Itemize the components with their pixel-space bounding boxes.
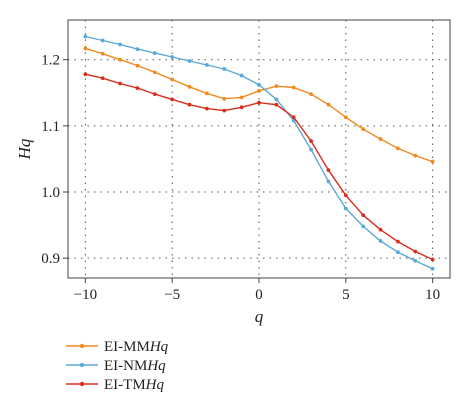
y-tick-label: 1.1 xyxy=(41,119,60,135)
y-tick-label: 1.0 xyxy=(41,185,60,201)
y-tick-label: 0.9 xyxy=(41,251,60,267)
plot-frame xyxy=(67,19,451,279)
data-point xyxy=(309,139,313,143)
data-point xyxy=(152,51,157,55)
data-point xyxy=(83,46,88,51)
data-point xyxy=(239,73,244,78)
data-point xyxy=(257,82,261,87)
data-point xyxy=(413,153,418,158)
data-point xyxy=(257,88,261,93)
data-point xyxy=(100,51,105,56)
data-point xyxy=(343,206,348,211)
data-point xyxy=(222,67,227,71)
series-3 xyxy=(83,72,435,262)
data-point xyxy=(187,59,192,63)
grid xyxy=(68,20,450,278)
legend-item: EI-TMHq xyxy=(66,377,164,393)
x-axis-label: q xyxy=(255,307,264,326)
x-tick-label: 5 xyxy=(342,287,350,303)
data-point xyxy=(83,34,88,39)
data-point xyxy=(430,257,435,262)
data-point xyxy=(239,105,244,110)
data-point xyxy=(378,227,383,232)
data-point xyxy=(222,108,227,113)
data-point xyxy=(205,91,209,96)
data-point xyxy=(152,70,157,75)
data-point xyxy=(361,224,366,229)
x-tick-label: 0 xyxy=(255,287,263,303)
data-point xyxy=(274,97,279,102)
legend-swatch-marker xyxy=(79,343,85,349)
series-2 xyxy=(83,34,435,271)
data-point xyxy=(413,249,418,254)
legend: EI-MMHq EI-NMHq EI-TMHq xyxy=(66,339,169,393)
data-point xyxy=(361,213,366,218)
data-point xyxy=(291,115,296,120)
data-point xyxy=(205,63,209,67)
data-point xyxy=(170,77,175,82)
data-point xyxy=(187,102,192,107)
series-line xyxy=(85,35,433,270)
data-point xyxy=(343,115,348,120)
data-point xyxy=(100,38,105,43)
data-point xyxy=(152,92,157,96)
data-point xyxy=(396,239,400,244)
data-point xyxy=(378,239,383,243)
data-point xyxy=(413,258,418,263)
data-point xyxy=(100,76,105,81)
data-point xyxy=(274,84,279,89)
data-point xyxy=(309,92,313,96)
data-point xyxy=(291,85,296,90)
y-axis-label: Hq xyxy=(15,138,34,160)
data-point xyxy=(205,106,209,111)
x-tick-label: −5 xyxy=(164,287,180,303)
data-point xyxy=(83,72,88,77)
series xyxy=(83,34,435,271)
data-point xyxy=(135,47,140,52)
data-point xyxy=(326,102,331,107)
data-point xyxy=(309,147,313,152)
legend-label: EI-TMHq xyxy=(104,377,164,393)
legend-item: EI-MMHq xyxy=(66,339,169,355)
legend-label: EI-MMHq xyxy=(104,339,169,355)
data-point xyxy=(187,84,192,89)
data-point xyxy=(430,266,435,271)
data-point xyxy=(326,179,331,184)
data-point xyxy=(135,63,140,68)
data-point xyxy=(170,97,175,102)
y-ticks: 0.9 1.0 1.1 1.2 xyxy=(41,53,68,267)
data-point xyxy=(222,96,227,101)
data-point xyxy=(274,102,279,107)
y-tick-label: 1.2 xyxy=(41,53,60,69)
legend-swatch-marker xyxy=(79,362,85,368)
x-tick-label: −10 xyxy=(74,287,97,303)
data-point xyxy=(343,193,348,198)
data-point xyxy=(378,137,383,141)
series-1 xyxy=(83,46,435,164)
x-ticks: −10 −5 0 5 10 xyxy=(74,278,440,303)
data-point xyxy=(326,168,331,173)
data-point xyxy=(396,146,400,151)
data-point xyxy=(118,81,122,86)
legend-swatch-marker xyxy=(79,381,85,387)
data-point xyxy=(170,55,175,59)
data-point xyxy=(430,159,435,164)
data-point xyxy=(257,100,261,105)
data-point xyxy=(239,95,244,100)
data-point xyxy=(118,57,122,62)
data-point xyxy=(361,127,366,132)
data-point xyxy=(135,86,140,91)
x-tick-label: 10 xyxy=(425,287,440,303)
legend-label: EI-NMHq xyxy=(104,358,166,374)
data-point xyxy=(396,250,400,255)
data-point xyxy=(118,42,122,47)
legend-item: EI-NMHq xyxy=(66,358,166,374)
